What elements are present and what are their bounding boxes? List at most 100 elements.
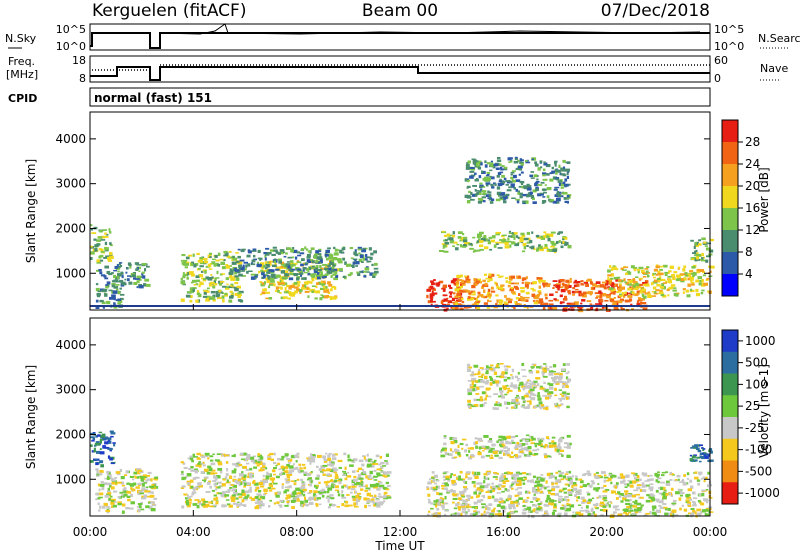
power-cell [221, 266, 226, 270]
velocity-cell [357, 497, 361, 500]
power-cell [704, 245, 708, 247]
power-cell [479, 184, 484, 187]
power-cell [321, 295, 326, 299]
velocity-cell [378, 481, 383, 484]
power-cell [319, 297, 323, 301]
velocity-cell [378, 503, 384, 506]
velocity-cell [250, 459, 255, 463]
power-cell [599, 299, 604, 303]
power-cell [476, 192, 479, 195]
power-cell [204, 270, 207, 274]
velocity-cell [542, 394, 547, 397]
velocity-cell [481, 506, 485, 509]
power-cell [599, 284, 605, 288]
power-cell [660, 293, 665, 297]
power-cell [285, 252, 288, 255]
velocity-cell [327, 454, 331, 458]
power-cell [607, 276, 610, 279]
power-cell [629, 283, 632, 286]
velocity-cell [514, 444, 520, 448]
power-cell [225, 277, 229, 281]
velocity-cell [249, 486, 252, 490]
velocity-cell [259, 495, 263, 499]
power-cell [630, 265, 635, 269]
velocity-cell [347, 471, 350, 474]
power-cell [431, 293, 435, 297]
velocity-cell [337, 459, 343, 463]
power-cell [494, 281, 497, 285]
velocity-cell [181, 470, 184, 474]
velocity-cell [351, 495, 357, 499]
velocity-cell [558, 470, 561, 473]
velocity-cell [615, 497, 619, 500]
velocity-cell [95, 435, 98, 438]
velocity-cell [430, 502, 433, 505]
power-cell [596, 295, 600, 298]
velocity-cell [383, 492, 386, 495]
velocity-cell [265, 477, 270, 480]
power-cell [193, 264, 197, 268]
velocity-cell [486, 435, 489, 438]
velocity-cell [481, 368, 484, 371]
power-cell [491, 273, 495, 277]
power-cell [705, 259, 709, 263]
velocity-cell [644, 484, 647, 488]
velocity-cell [376, 488, 381, 491]
power-cell [189, 295, 193, 299]
velocity-cell [463, 487, 469, 491]
power-cell [187, 271, 190, 276]
power-cell [113, 306, 118, 309]
velocity-cell [333, 479, 338, 483]
velocity-cell [521, 479, 526, 482]
velocity-cell [358, 459, 364, 463]
power-cell [655, 265, 661, 269]
velocity-cell [327, 506, 331, 509]
power-cell [111, 284, 115, 288]
velocity-cell [315, 486, 318, 490]
velocity-cell [232, 463, 237, 466]
colorbar-segment [722, 142, 738, 165]
velocity-cell [559, 489, 564, 492]
velocity-cell [240, 458, 245, 461]
power-cell [456, 293, 461, 297]
power-cell [479, 248, 484, 251]
velocity-cell [99, 505, 102, 509]
velocity-cell [269, 499, 272, 502]
power-cell [478, 175, 482, 179]
power-cell [480, 188, 483, 191]
velocity-cell [443, 487, 448, 490]
velocity-cell [268, 504, 271, 508]
power-cell [491, 186, 495, 189]
velocity-cell [449, 436, 455, 441]
power-cell [364, 267, 370, 271]
power-cell [258, 270, 261, 274]
freq-label-2: [MHz] [6, 68, 38, 81]
velocity-cell [496, 492, 501, 494]
power-cell [690, 288, 693, 292]
velocity-cell [694, 476, 699, 480]
velocity-cell [219, 485, 223, 488]
power-cell [488, 236, 492, 240]
power-cell [328, 256, 333, 260]
power-cell [319, 287, 325, 291]
velocity-cell [504, 393, 508, 396]
velocity-cell [509, 384, 514, 388]
power-cell [281, 279, 284, 284]
velocity-cell [478, 492, 482, 495]
power-cell [557, 180, 562, 183]
power-cell [126, 267, 129, 270]
colorbar-tick-label: 1000 [745, 334, 776, 348]
velocity-cell [435, 504, 438, 508]
velocity-cell [256, 464, 260, 467]
velocity-cell [594, 506, 598, 509]
power-cell [457, 231, 463, 234]
power-cell [432, 300, 436, 303]
power-cell [499, 302, 503, 306]
power-cell [108, 273, 113, 276]
velocity-cell [102, 445, 107, 449]
power-cell [259, 293, 262, 296]
power-cell [325, 249, 330, 254]
power-cell [237, 294, 242, 296]
velocity-cell [375, 482, 380, 486]
power-cell [598, 301, 602, 305]
